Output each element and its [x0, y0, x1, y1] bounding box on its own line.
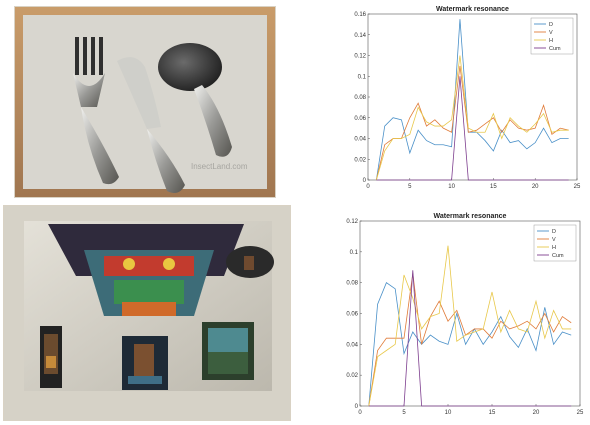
spoon [158, 43, 232, 157]
y-tick-label: 0 [363, 178, 367, 184]
y-tick-label: 0.12 [354, 54, 366, 60]
legend-label: H [552, 245, 556, 251]
poster-left [40, 326, 62, 388]
y-tick-label: 0 [355, 404, 359, 410]
legend-label: V [552, 237, 556, 243]
legend-label: D [549, 22, 553, 28]
y-tick-label: 0.02 [346, 373, 358, 379]
legend-label: V [549, 30, 553, 36]
poster-right [202, 322, 254, 380]
x-tick-label: 20 [532, 184, 539, 190]
y-tick-label: 0.1 [350, 250, 359, 256]
x-tick-label: 10 [448, 184, 455, 190]
y-tick-label: 0.16 [354, 12, 366, 18]
x-tick-label: 10 [445, 410, 452, 416]
legend-label: H [549, 38, 553, 44]
y-tick-label: 0.12 [346, 219, 358, 225]
series-line-v [375, 65, 569, 181]
y-tick-label: 0.06 [346, 312, 358, 318]
series-line-cum [376, 76, 569, 181]
x-tick-label: 20 [533, 410, 540, 416]
x-tick-label: 15 [489, 410, 496, 416]
x-tick-label: 15 [490, 184, 497, 190]
chart-title: Watermark resonance [434, 213, 507, 220]
chart-top: Watermark resonance 0 5 10 15 20 25 0 0.02 0.04 0.… [340, 2, 585, 194]
x-tick-label: 0 [358, 410, 362, 416]
ceiling-mural [48, 224, 244, 316]
series-line-d [368, 282, 572, 407]
cutlery-photo: InsectLand.com [14, 6, 276, 198]
legend-label: Cum [552, 253, 564, 259]
legend-label: D [552, 229, 556, 235]
legend-label: Cum [549, 46, 561, 52]
y-tick-label: 0.1 [358, 74, 367, 80]
x-tick-label: 5 [402, 410, 406, 416]
y-tick-label: 0.08 [354, 95, 366, 101]
x-tick-label: 0 [366, 184, 370, 190]
y-tick-label: 0.08 [346, 281, 358, 287]
y-tick-label: 0.14 [354, 33, 366, 39]
chart-bottom: Watermark resonance 0 5 10 15 20 25 0 0.02 0.04 0.… [330, 208, 588, 420]
series-line-h [368, 245, 572, 407]
fork [73, 37, 119, 185]
y-tick-label: 0.04 [354, 137, 366, 143]
poster-middle [122, 336, 168, 390]
y-tick-label: 0.04 [346, 342, 358, 348]
series-line-v [368, 273, 572, 407]
chart-title: Watermark resonance [436, 6, 509, 13]
cutlery-illustration: InsectLand.com [15, 7, 275, 197]
knife [117, 57, 185, 193]
lamp-shade [226, 246, 274, 278]
y-tick-label: 0.06 [354, 116, 366, 122]
x-tick-label: 5 [408, 184, 412, 190]
x-tick-label: 25 [577, 410, 584, 416]
series-line-cum [368, 270, 572, 407]
x-tick-label: 25 [574, 184, 581, 190]
y-tick-label: 0.02 [354, 157, 366, 163]
line-chart-bottom: Watermark resonance 0 5 10 15 20 25 0 0.02 0.04 0.… [346, 213, 584, 416]
room-photo [3, 205, 291, 421]
series-line-d [375, 19, 569, 181]
room-illustration [4, 206, 290, 420]
series-line-h [375, 55, 569, 181]
line-chart-top: Watermark resonance 0 5 10 15 20 25 0 0.02 0.04 0.… [354, 6, 581, 190]
photo-watermark: InsectLand.com [191, 162, 248, 171]
